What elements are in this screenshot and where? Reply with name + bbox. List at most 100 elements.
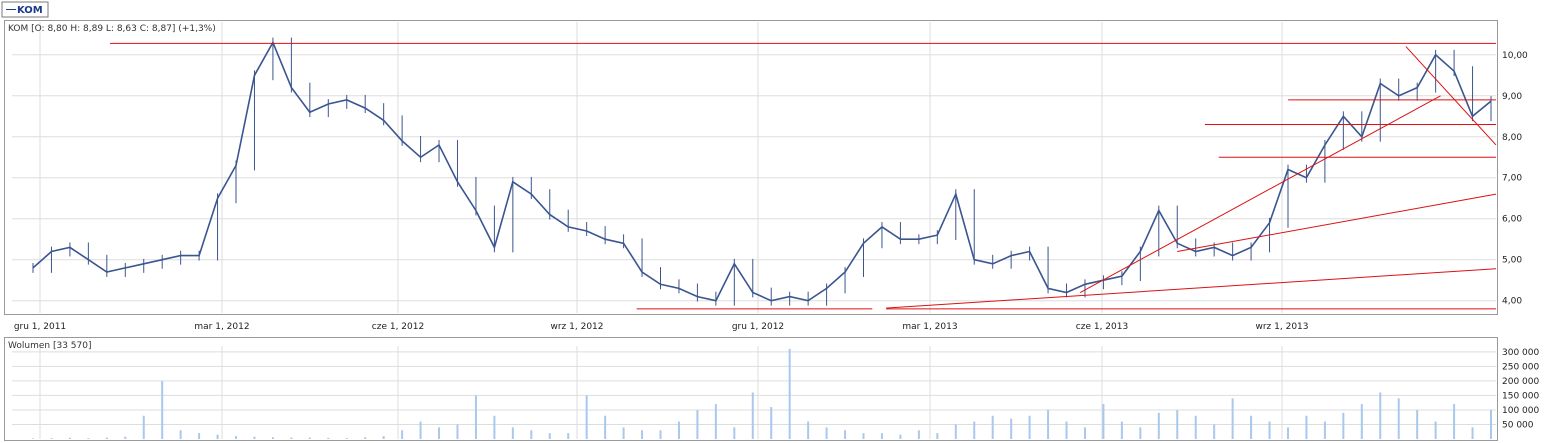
volume-panel bbox=[5, 338, 1498, 441]
volume-bar bbox=[863, 433, 865, 439]
volume-bar bbox=[770, 407, 772, 439]
volume-bar bbox=[1490, 410, 1492, 439]
price-tick-label: 10,00 bbox=[1502, 51, 1528, 61]
volume-bar bbox=[87, 438, 89, 439]
volume-bar bbox=[493, 416, 495, 439]
volume-bar bbox=[623, 427, 625, 439]
volume-bar bbox=[567, 433, 569, 439]
price-tick-label: 9,00 bbox=[1502, 92, 1522, 102]
x-tick-label: gru 1, 2011 bbox=[14, 322, 66, 332]
volume-tick-label: 50 000 bbox=[1502, 420, 1534, 430]
volume-bar bbox=[715, 404, 717, 439]
volume-bar bbox=[659, 430, 661, 439]
x-tick-label: cze 1, 2013 bbox=[1076, 322, 1128, 332]
volume-bar bbox=[438, 427, 440, 439]
volume-bar bbox=[253, 437, 255, 439]
price-panel bbox=[5, 21, 1498, 315]
volume-bar bbox=[899, 435, 901, 439]
price-y-axis: 4,00 5,00 6,00 7,00 8,00 9,00 10,00 bbox=[1502, 51, 1528, 307]
volume-bar bbox=[604, 416, 606, 439]
volume-bar bbox=[124, 437, 126, 439]
volume-bar bbox=[1342, 413, 1344, 439]
volume-bar bbox=[290, 438, 292, 439]
volume-bar bbox=[235, 436, 237, 439]
volume-bar bbox=[641, 430, 643, 439]
volume-y-axis: 50 000 100 000 150 000 200 000 250 000 300 00… bbox=[1502, 348, 1539, 431]
volume-bar bbox=[733, 427, 735, 439]
price-tick-label: 8,00 bbox=[1502, 133, 1522, 143]
volume-bar bbox=[1435, 422, 1437, 439]
volume-bar bbox=[309, 438, 311, 439]
volume-bar bbox=[955, 424, 957, 439]
volume-bar bbox=[1176, 410, 1178, 439]
x-tick-label: wrz 1, 2012 bbox=[551, 322, 604, 332]
volume-bar bbox=[420, 422, 422, 439]
volume-bar bbox=[1250, 416, 1252, 439]
volume-bar bbox=[272, 437, 274, 439]
x-tick-label: gru 1, 2012 bbox=[732, 322, 784, 332]
volume-bar bbox=[678, 422, 680, 439]
volume-tick-label: 100 000 bbox=[1502, 406, 1539, 416]
volume-bar bbox=[69, 438, 71, 439]
volume-bar bbox=[1139, 427, 1141, 439]
volume-bar bbox=[346, 438, 348, 439]
volume-bar bbox=[1102, 404, 1104, 439]
price-tick-label: 6,00 bbox=[1502, 215, 1522, 225]
volume-tick-label: 200 000 bbox=[1502, 377, 1539, 387]
volume-bar bbox=[1121, 422, 1123, 439]
volume-bar bbox=[1379, 393, 1381, 440]
volume-bar bbox=[1398, 398, 1400, 439]
x-tick-label: wrz 1, 2013 bbox=[1256, 322, 1309, 332]
volume-bar bbox=[752, 393, 754, 440]
volume-bar bbox=[50, 438, 52, 439]
volume-bar bbox=[475, 395, 477, 439]
volume-bar bbox=[1213, 424, 1215, 439]
x-tick-label: cze 1, 2012 bbox=[372, 322, 424, 332]
price-tick-label: 7,00 bbox=[1502, 174, 1522, 184]
x-tick-label: mar 1, 2012 bbox=[194, 322, 249, 332]
volume-bar bbox=[217, 435, 219, 439]
volume-bar bbox=[456, 424, 458, 439]
volume-bar bbox=[1066, 422, 1068, 439]
volume-bar bbox=[918, 430, 920, 439]
volume-bar bbox=[401, 430, 403, 439]
volume-bar bbox=[1453, 404, 1455, 439]
price-header: KOM [O: 8,80 H: 8,89 L: 8,63 C: 8,87] (+… bbox=[8, 24, 216, 34]
volume-header: Wolumen [33 570] bbox=[8, 341, 91, 351]
volume-bar bbox=[32, 438, 34, 439]
volume-bar bbox=[327, 438, 329, 439]
volume-bar bbox=[364, 437, 366, 439]
volume-bar bbox=[789, 349, 791, 439]
price-tick-label: 4,00 bbox=[1502, 297, 1522, 307]
volume-bar bbox=[1472, 427, 1474, 439]
volume-bar bbox=[198, 433, 200, 439]
volume-bar bbox=[1305, 416, 1307, 439]
volume-bar bbox=[549, 433, 551, 439]
volume-bar bbox=[696, 410, 698, 439]
legend-label: KOM bbox=[17, 5, 43, 16]
price-tick-label: 5,00 bbox=[1502, 256, 1522, 266]
volume-bar bbox=[844, 430, 846, 439]
volume-bar bbox=[826, 427, 828, 439]
volume-bar bbox=[807, 422, 809, 439]
x-axis: gru 1, 2011 mar 1, 2012 cze 1, 2012 wrz 1, … bbox=[14, 322, 1309, 332]
volume-bar bbox=[936, 433, 938, 439]
volume-bar bbox=[1361, 404, 1363, 439]
volume-bar bbox=[1029, 416, 1031, 439]
volume-bar bbox=[586, 395, 588, 439]
volume-tick-label: 300 000 bbox=[1502, 348, 1539, 358]
volume-bar bbox=[1084, 427, 1086, 439]
volume-bar bbox=[992, 416, 994, 439]
volume-tick-label: 250 000 bbox=[1502, 362, 1539, 372]
volume-bar bbox=[143, 416, 145, 439]
volume-bar bbox=[383, 436, 385, 439]
volume-bar bbox=[161, 381, 163, 439]
volume-bar bbox=[512, 427, 514, 439]
volume-bar bbox=[1195, 416, 1197, 439]
volume-bar bbox=[1232, 398, 1234, 439]
volume-tick-label: 150 000 bbox=[1502, 391, 1539, 401]
volume-bar bbox=[180, 430, 182, 439]
volume-bar bbox=[973, 422, 975, 439]
